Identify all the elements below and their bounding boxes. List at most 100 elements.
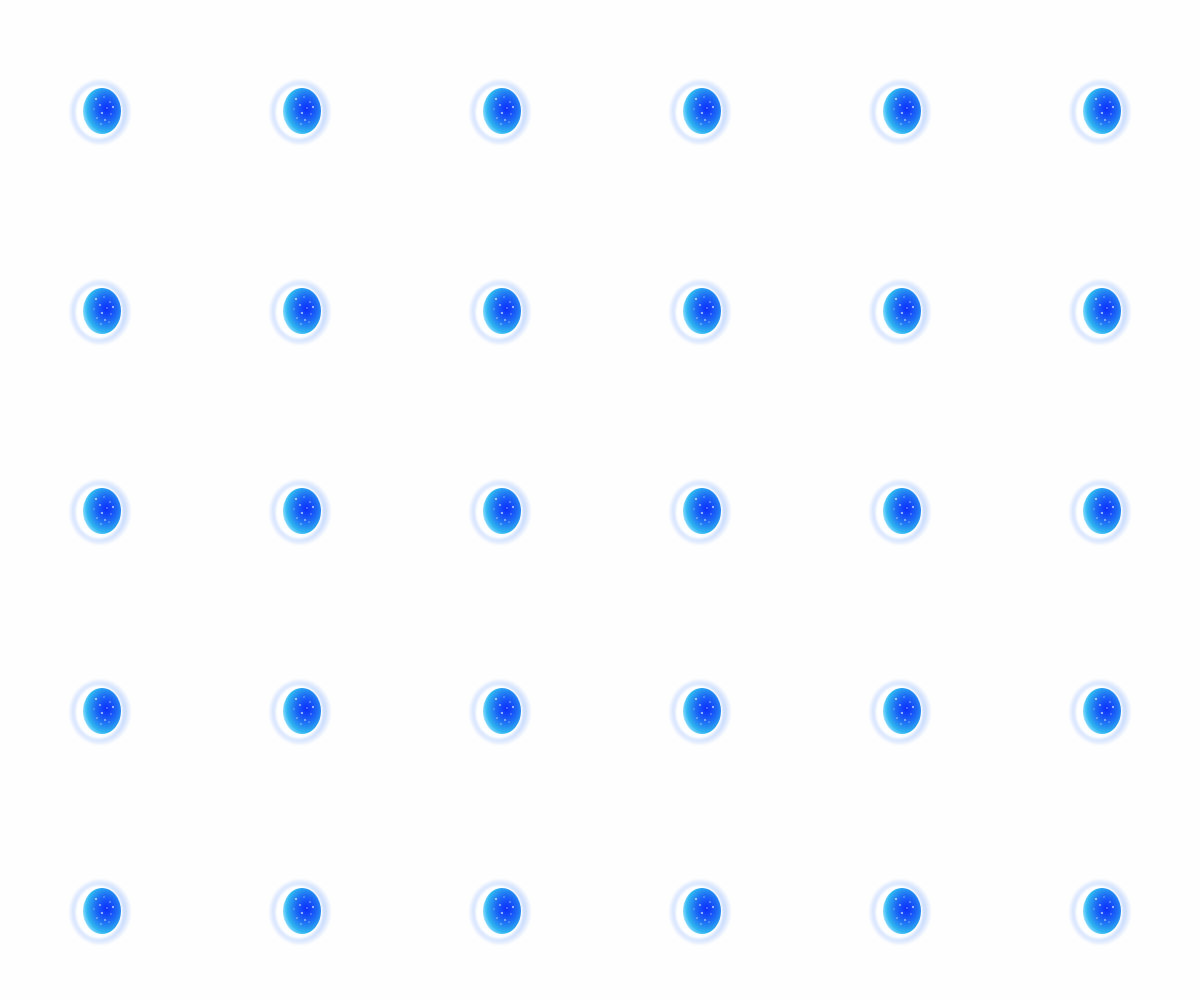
orb-sparkle <box>95 298 97 300</box>
orb-sparkle <box>510 513 512 515</box>
orb-sparkle <box>700 123 702 125</box>
orb-sparkle <box>699 904 701 906</box>
orb-sparkle <box>912 306 914 308</box>
orb-sparkle <box>293 108 295 110</box>
orb-sparkle <box>493 508 495 510</box>
orb-sparkle <box>910 513 912 515</box>
orb-sparkle <box>699 104 701 106</box>
orb-sparkle <box>500 323 502 325</box>
orb-core <box>883 88 921 134</box>
orb-sparkle <box>900 723 902 725</box>
orb-core <box>483 888 521 934</box>
orb-sparkle <box>308 721 310 723</box>
orb-sparkle <box>296 117 298 119</box>
orb-sparkle <box>1100 323 1102 325</box>
orb-sparkle <box>504 119 506 121</box>
orb-sparkle <box>308 521 310 523</box>
orb-sparkle <box>699 704 701 706</box>
orb-sparkle <box>910 713 912 715</box>
orb-sparkle <box>1112 306 1114 308</box>
orb-sparkle <box>508 921 510 923</box>
orb-sparkle <box>112 506 114 508</box>
orb-sparkle <box>499 304 501 306</box>
orb-sparkle <box>110 513 112 515</box>
blue-glowing-orb-icon <box>463 75 537 149</box>
orb-sparkle <box>899 504 901 506</box>
orb-sparkle <box>300 323 302 325</box>
orb-sparkle <box>706 507 708 509</box>
orb-sparkle <box>504 319 506 321</box>
orb-sparkle <box>296 517 298 519</box>
blue-glowing-orb-icon <box>263 475 337 549</box>
orb-sparkle <box>103 696 105 698</box>
orb-sparkle <box>503 696 505 698</box>
orb-sparkle <box>1096 717 1098 719</box>
orb-sparkle <box>312 706 314 708</box>
orb-sparkle <box>1110 913 1112 915</box>
orb-sparkle <box>1103 96 1105 98</box>
blue-glowing-orb-icon <box>263 675 337 749</box>
orb-sparkle <box>95 498 97 500</box>
orb-core <box>483 88 521 134</box>
orb-sparkle <box>510 313 512 315</box>
orb-sparkle <box>1100 923 1102 925</box>
blue-glowing-orb-icon <box>663 475 737 549</box>
orb-sparkle <box>304 719 306 721</box>
orb-sparkle <box>908 921 910 923</box>
orb-sparkle <box>1100 723 1102 725</box>
orb-sparkle <box>896 517 898 519</box>
orb-sparkle <box>309 501 311 503</box>
orb-sparkle <box>109 501 111 503</box>
orb-sparkle <box>312 506 314 508</box>
orb-sparkle <box>1108 121 1110 123</box>
orb-sparkle <box>1104 519 1106 521</box>
orb-sparkle <box>500 723 502 725</box>
orb-core <box>883 488 921 534</box>
orb-sparkle <box>699 504 701 506</box>
orb-sparkle <box>701 712 703 714</box>
orb-sparkle <box>310 913 312 915</box>
orb-core <box>83 88 121 134</box>
blue-glowing-orb-icon <box>463 875 537 949</box>
orb-sparkle <box>512 106 514 108</box>
orb-sparkle <box>710 113 712 115</box>
orb-sparkle <box>1095 298 1097 300</box>
orb-sparkle <box>495 498 497 500</box>
orb-sparkle <box>95 898 97 900</box>
orb-sparkle <box>1101 712 1103 714</box>
blue-glowing-orb-icon <box>863 275 937 349</box>
blue-glowing-orb-icon <box>663 75 737 149</box>
orb-core <box>1083 88 1121 134</box>
orb-sparkle <box>710 513 712 515</box>
orb-sparkle <box>299 304 301 306</box>
orb-sparkle <box>903 296 905 298</box>
orb-sparkle <box>901 712 903 714</box>
orb-sparkle <box>308 921 310 923</box>
orb-sparkle <box>310 713 312 715</box>
orb-sparkle <box>499 504 501 506</box>
orb-sparkle <box>299 904 301 906</box>
orb-sparkle <box>712 106 714 108</box>
orb-sparkle <box>93 508 95 510</box>
orb-sparkle <box>306 507 308 509</box>
orb-sparkle <box>109 301 111 303</box>
orb-sparkle <box>695 498 697 500</box>
orb-sparkle <box>903 896 905 898</box>
orb-sparkle <box>295 298 297 300</box>
orb-sparkle <box>295 898 297 900</box>
orb-core <box>1083 888 1121 934</box>
orb-sparkle <box>1099 304 1101 306</box>
orb-sparkle <box>99 704 101 706</box>
orb-sparkle <box>100 523 102 525</box>
orb-core <box>483 688 521 734</box>
blue-glowing-orb-icon <box>263 75 337 149</box>
orb-sparkle <box>1095 498 1097 500</box>
orb-sparkle <box>1099 704 1101 706</box>
orb-sparkle <box>703 696 705 698</box>
orb-sparkle <box>108 321 110 323</box>
orb-sparkle <box>704 119 706 121</box>
orb-sparkle <box>704 319 706 321</box>
orb-sparkle <box>99 504 101 506</box>
orb-sparkle <box>309 301 311 303</box>
orb-sparkle <box>1112 706 1114 708</box>
